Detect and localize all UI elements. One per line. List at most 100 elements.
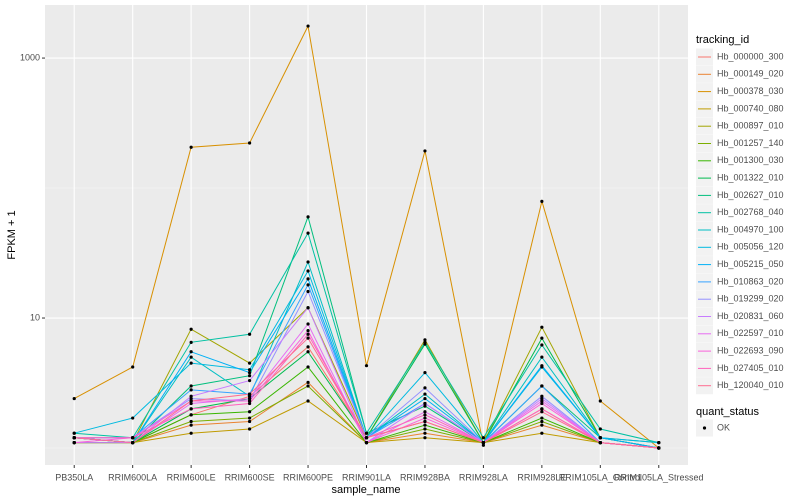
data-point — [189, 423, 193, 427]
data-point — [540, 199, 544, 203]
data-point — [247, 368, 252, 372]
data-point — [306, 322, 310, 326]
data-point — [189, 327, 193, 331]
data-point — [306, 289, 310, 294]
data-point — [598, 436, 602, 440]
legend-label: Hb_020831_060 — [717, 311, 784, 321]
data-point — [540, 423, 544, 427]
data-point — [306, 215, 310, 219]
data-point — [306, 306, 310, 310]
data-point — [540, 343, 544, 347]
data-point — [131, 365, 135, 369]
data-point — [423, 386, 427, 390]
data-point — [189, 431, 193, 435]
data-point — [247, 332, 252, 336]
data-point — [189, 396, 193, 401]
data-point — [540, 394, 544, 398]
data-point — [131, 441, 135, 445]
data-point — [423, 413, 427, 417]
data-point — [247, 361, 252, 365]
data-point — [189, 388, 193, 392]
legend-label: Hb_001300_030 — [717, 155, 784, 165]
x-tick-label: RRIM600SE — [225, 472, 275, 482]
x-tick-label: RRIM901LA — [342, 472, 391, 482]
data-point — [423, 338, 427, 342]
legend-label: Hb_005215_050 — [717, 259, 784, 269]
legend-label: Hb_000897_010 — [717, 121, 784, 131]
x-axis-title: sample_name — [331, 484, 400, 496]
data-point — [72, 396, 76, 401]
legend-label: Hb_019299_020 — [717, 294, 784, 304]
data-point — [306, 399, 310, 403]
legend-label: OK — [717, 422, 730, 432]
data-point — [540, 399, 544, 403]
data-point — [423, 436, 427, 440]
data-point — [247, 394, 252, 398]
data-point — [364, 436, 369, 440]
data-point — [189, 340, 193, 344]
data-point — [540, 355, 544, 359]
data-point — [540, 431, 544, 435]
legend-label: Hb_005056_120 — [717, 242, 784, 252]
data-point — [540, 396, 544, 401]
data-point — [189, 401, 193, 406]
data-point — [306, 336, 310, 340]
data-point — [306, 384, 310, 388]
legend-label: Hb_022693_090 — [717, 345, 784, 355]
data-point — [481, 441, 486, 445]
data-point — [423, 419, 427, 424]
data-point — [189, 399, 193, 403]
legend-label: Hb_000149_020 — [717, 69, 784, 79]
x-tick-label: RRIM928LA — [459, 472, 508, 482]
data-point — [306, 332, 310, 336]
data-point — [423, 149, 427, 153]
data-point — [189, 145, 193, 149]
data-point — [364, 364, 369, 368]
data-point — [72, 431, 76, 435]
data-point — [247, 427, 252, 431]
data-point — [540, 416, 544, 420]
data-point — [423, 416, 427, 420]
data-point — [189, 407, 193, 411]
y-tick-label: 1000 — [20, 52, 40, 62]
data-point — [306, 277, 310, 281]
data-point — [247, 371, 252, 375]
data-point — [423, 423, 427, 427]
data-point — [364, 431, 369, 435]
data-point — [247, 379, 252, 383]
data-point — [247, 416, 252, 420]
data-point — [423, 404, 427, 408]
data-point — [540, 410, 544, 414]
data-point — [657, 446, 661, 450]
data-point — [540, 384, 544, 388]
data-point — [657, 441, 661, 445]
data-point — [131, 416, 135, 420]
data-point — [598, 441, 602, 445]
data-point — [598, 427, 602, 431]
data-point — [306, 260, 310, 264]
data-point — [247, 392, 252, 396]
data-point — [423, 431, 427, 435]
data-point — [598, 399, 602, 403]
x-tick-label: RRIM105LA_Control — [559, 472, 642, 482]
data-point — [306, 380, 310, 384]
x-tick-label: RRIM928BA — [400, 472, 450, 482]
legend-label: Hb_002768_040 — [717, 207, 784, 217]
data-point — [131, 436, 135, 440]
data-point — [423, 427, 427, 431]
x-tick-label: PB350LA — [55, 472, 93, 482]
data-point — [540, 401, 544, 406]
data-point — [72, 436, 76, 440]
data-point — [423, 396, 427, 401]
legend-title: tracking_id — [696, 34, 749, 46]
legend-label: Hb_001322_010 — [717, 172, 784, 182]
legend-label: Hb_004970_100 — [717, 224, 784, 234]
data-point — [189, 413, 193, 417]
data-point — [306, 283, 310, 287]
data-point — [72, 441, 76, 445]
data-point — [247, 419, 252, 424]
data-point — [423, 371, 427, 375]
data-point — [423, 401, 427, 406]
x-tick-label: RRIM600LE — [167, 472, 216, 482]
legend-label: Hb_000378_030 — [717, 86, 784, 96]
